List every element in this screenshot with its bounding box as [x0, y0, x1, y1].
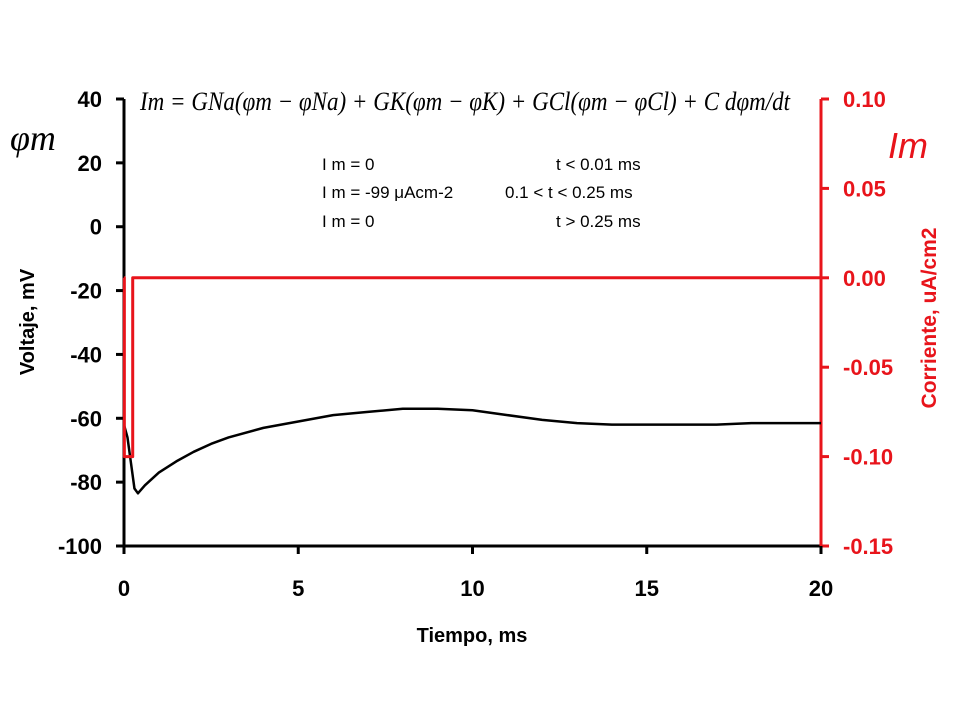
- annotation-line-3-right: t > 0.25 ms: [556, 212, 641, 231]
- y-left-axis-title: Voltaje, mV: [17, 268, 39, 375]
- y-left-tick-label: -40: [70, 342, 102, 367]
- y-left-tick-label: 0: [90, 215, 102, 240]
- annotation-block: I m = 0 t < 0.01 ms I m = -99 μAcm-2 0.1…: [322, 155, 641, 231]
- y-right-tick-label: 0.10: [843, 87, 886, 112]
- x-axis-title: Tiempo, ms: [417, 625, 528, 647]
- current-series-line: [122, 276, 821, 459]
- axes: [122, 99, 823, 548]
- annotation-line-1-left: I m = 0: [322, 155, 374, 174]
- x-tick-label: 5: [292, 576, 304, 601]
- y-left-tick-label: -100: [58, 534, 102, 559]
- annotation-line-2-right: 0.1 < t < 0.25 ms: [505, 183, 633, 202]
- right-series-label: Im: [888, 125, 928, 166]
- x-tick-label: 15: [635, 576, 659, 601]
- series-layer: [122, 276, 821, 495]
- y-left-tick-label: -20: [70, 279, 102, 304]
- y-right-tick-label: -0.05: [843, 355, 893, 380]
- y-left-tick-label: -60: [70, 406, 102, 431]
- y-right-tick-label: -0.15: [843, 534, 893, 559]
- voltage-series-line: [122, 407, 821, 495]
- left-series-label: φm: [10, 118, 56, 158]
- y-right-axis-title: Corriente, uA/cm2: [918, 228, 941, 409]
- x-tick-label: 10: [460, 576, 484, 601]
- x-tick-label: 20: [809, 576, 833, 601]
- y-left-tick-label: -80: [70, 470, 102, 495]
- x-tick-label: 0: [118, 576, 130, 601]
- y-right-tick-label: -0.10: [843, 445, 893, 470]
- annotation-line-1-right: t < 0.01 ms: [556, 155, 641, 174]
- annotation-line-2-left: I m = -99 μAcm-2: [322, 183, 453, 202]
- y-right-tick-label: 0.00: [843, 266, 886, 291]
- equation-text: Im = GNa(φm − φNa) + GK(φm − φK) + GCl(φ…: [139, 87, 791, 116]
- y-left-tick-label: 20: [78, 151, 102, 176]
- ticks: 40 20 0 -20 -40 -60 -80 -100 0.10 0.05 0.00 -0.05 -0…: [58, 87, 893, 601]
- y-right-tick-label: 0.05: [843, 176, 886, 201]
- y-left-tick-label: 40: [78, 87, 102, 112]
- annotation-line-3-left: I m = 0: [322, 212, 374, 231]
